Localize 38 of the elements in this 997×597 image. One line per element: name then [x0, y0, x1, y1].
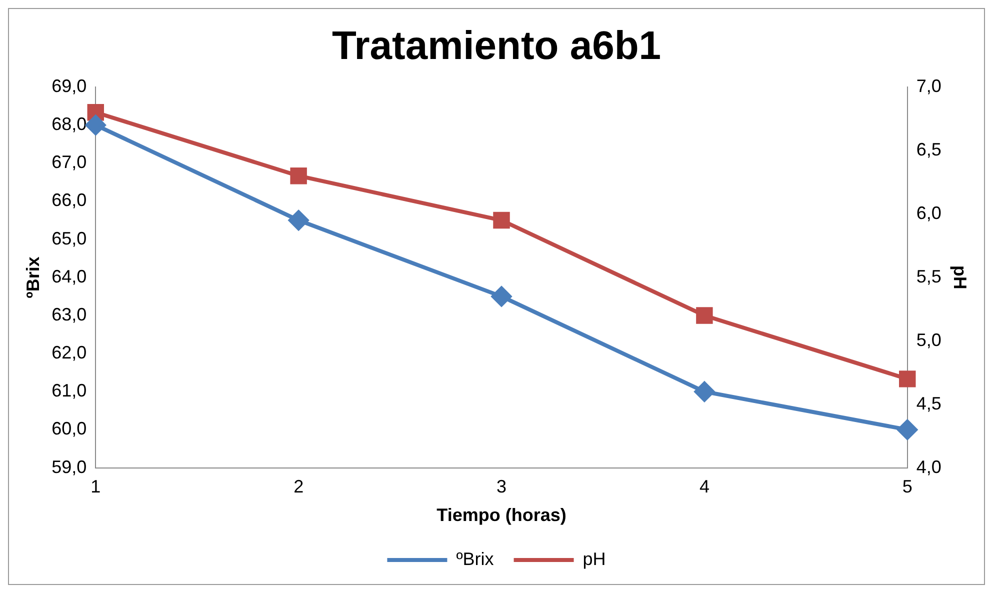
y-axis-title: ºBrix: [22, 256, 43, 298]
chart-title: Tratamiento a6b1: [332, 24, 662, 68]
y2-tick-label: 5,0: [916, 330, 942, 350]
x-tick-label: 1: [90, 476, 101, 497]
y-tick-label: 68,0: [52, 114, 87, 134]
y2-axis-title: pH: [950, 265, 970, 290]
y2-tick-label: 4,5: [916, 393, 942, 414]
y-tick-label: 64,0: [52, 266, 87, 286]
x-axis-title: Tiempo (horas): [436, 505, 566, 526]
y2-tick-label: 6,5: [916, 139, 942, 160]
y2-tick-label: 4,0: [916, 456, 942, 477]
point: [290, 167, 307, 184]
point: [492, 286, 512, 306]
legend-label: pH: [582, 548, 606, 569]
point: [493, 212, 510, 229]
y-tick-label: 67,0: [52, 152, 87, 172]
y2-tick-label: 6,0: [916, 202, 942, 223]
y-tick-label: 69,0: [52, 76, 87, 96]
point: [694, 382, 714, 402]
y2-tick-label: 5,5: [916, 266, 942, 286]
y-tick-label: 66,0: [52, 190, 87, 210]
point: [897, 420, 918, 440]
y-tick-label: 63,0: [52, 304, 87, 324]
y-tick-label: 61,0: [52, 380, 87, 401]
point: [899, 370, 916, 388]
x-tick-label: 2: [294, 476, 304, 497]
point: [696, 307, 713, 324]
point: [86, 115, 106, 136]
x-tick-label: 4: [699, 476, 710, 497]
y2-tick-label: 7,0: [916, 76, 942, 96]
y-tick-label: 59,0: [52, 456, 87, 477]
y-tick-label: 65,0: [52, 228, 87, 248]
x-tick-label: 5: [902, 476, 912, 497]
point: [288, 210, 309, 230]
y-tick-label: 60,0: [52, 418, 87, 439]
x-tick-label: 3: [496, 476, 507, 497]
y-tick-label: 62,0: [52, 342, 87, 363]
legend-label: ºBrix: [456, 548, 494, 569]
